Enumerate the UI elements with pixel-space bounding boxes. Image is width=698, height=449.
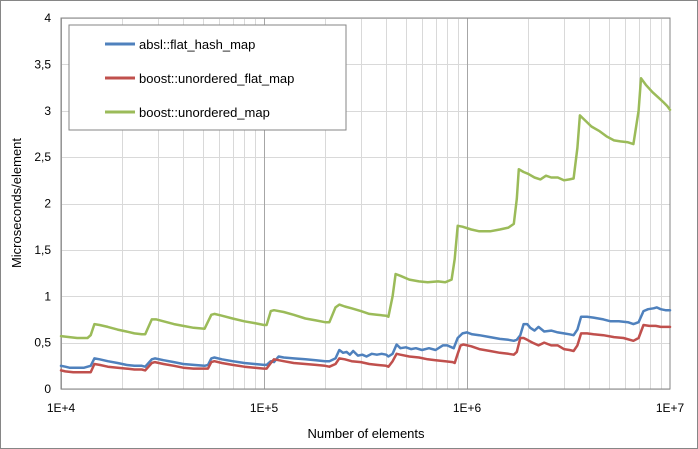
series-line-2 [59, 323, 672, 374]
legend-label: absl::flat_hash_map [139, 37, 255, 52]
y-tick-label: 4 [44, 11, 51, 25]
y-tick-label: 1,5 [34, 243, 51, 257]
y-tick-label: 1 [44, 289, 51, 303]
legend-label: boost::unordered_flat_map [139, 71, 294, 86]
y-axis-tick-labels: 0 0,5 1 1,5 2 2,5 3 3,5 4 [34, 11, 51, 396]
y-tick-label: 2,5 [34, 150, 51, 164]
y-tick-label: 3 [44, 104, 51, 118]
x-axis-title: Number of elements [307, 426, 425, 441]
x-tick-label: 1E+5 [250, 401, 279, 415]
legend-label: boost::unordered_map [139, 105, 270, 120]
y-tick-label: 3,5 [34, 57, 51, 71]
x-tick-label: 1E+7 [656, 401, 685, 415]
y-axis-title: Microseconds/element [9, 138, 24, 268]
x-axis-tick-labels: 1E+4 1E+5 1E+6 1E+7 [47, 401, 685, 415]
series-line-3 [59, 77, 672, 340]
legend: absl::flat_hash_mapboost::unordered_flat… [68, 24, 347, 131]
y-tick-label: 0,5 [34, 336, 51, 350]
series-line-1 [59, 306, 672, 369]
plot-area-border [60, 17, 671, 390]
y-tick-label: 0 [44, 382, 51, 396]
y-tick-label: 2 [44, 197, 51, 211]
x-tick-label: 1E+4 [47, 401, 76, 415]
x-tick-label: 1E+6 [453, 401, 482, 415]
series-layer [59, 77, 672, 374]
